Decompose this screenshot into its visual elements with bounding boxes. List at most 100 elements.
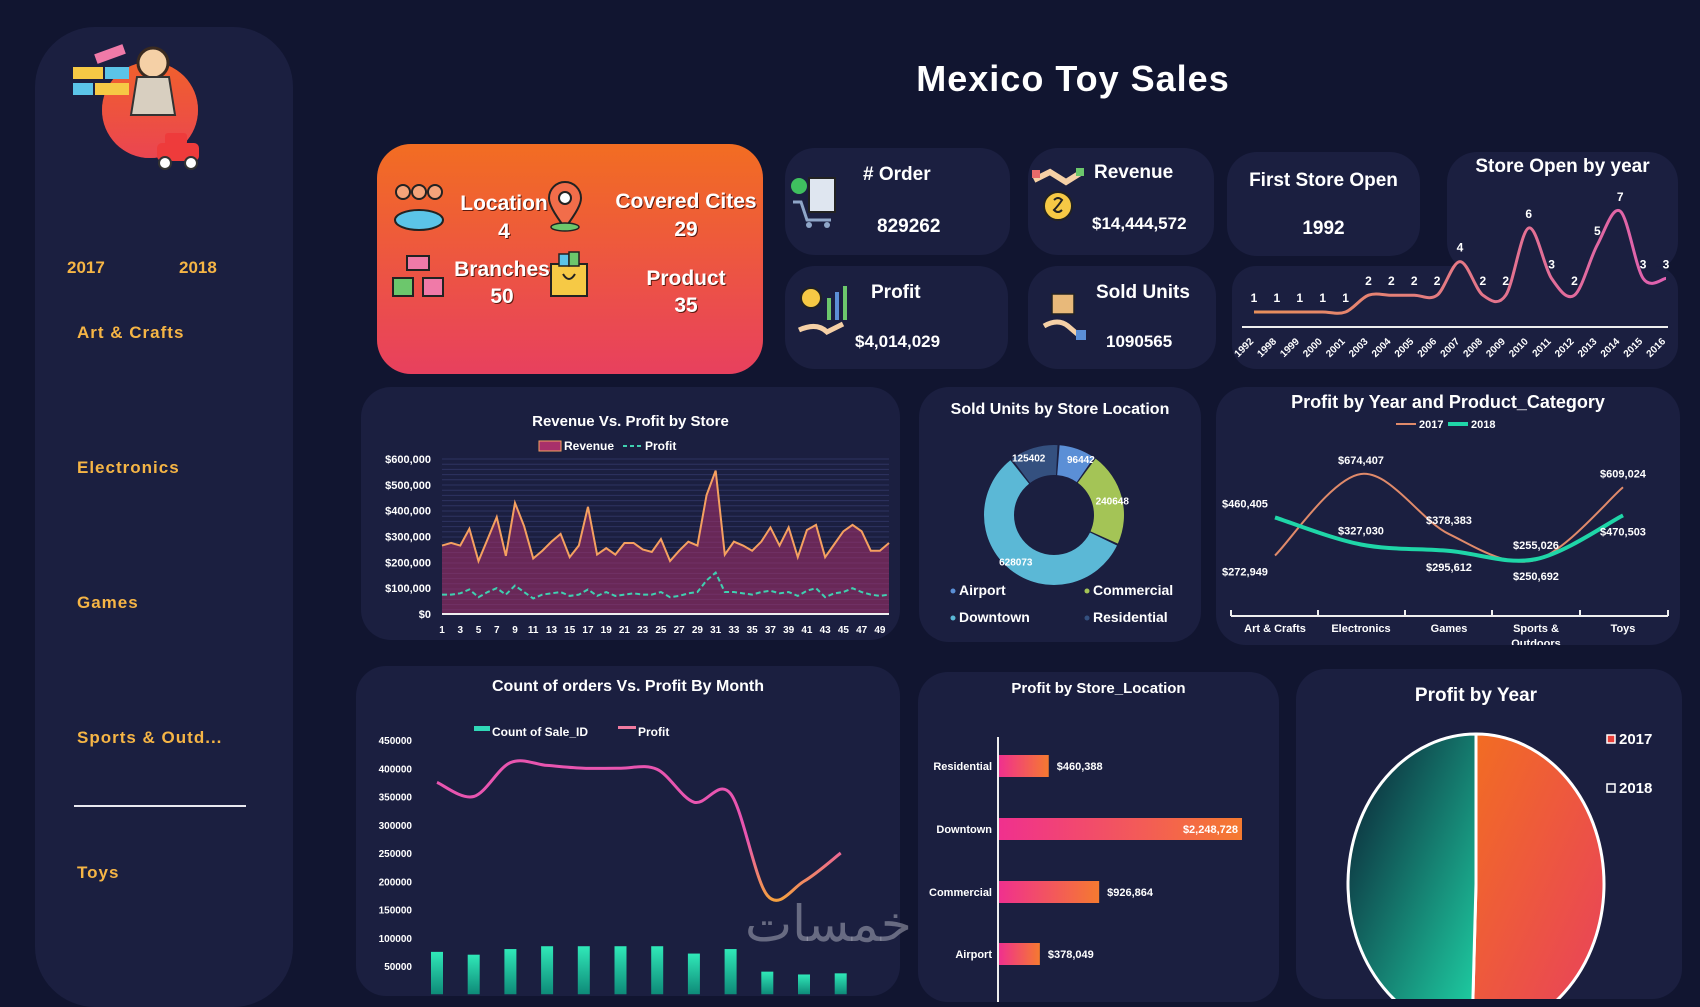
bar-month-7 — [651, 946, 664, 995]
revenue-label: Revenue — [1094, 162, 1174, 183]
y-tick-label: 400000 — [379, 764, 413, 775]
store-open-chart: 1 1992 1 1998 1 1999 1 2000 1 2001 2 2003 2 2004 2 2005… — [1233, 190, 1670, 360]
profit-year-title: Profit by Year — [1414, 685, 1538, 706]
branches-label: Branches — [454, 258, 550, 281]
y-tick-label: 100000 — [379, 934, 413, 945]
orders-profit-chart: 50000 100000 150000 200000 250000 300000 35000… — [379, 725, 847, 995]
y-tick-label: $400,000 — [385, 506, 431, 518]
x-tick-label: 2004 — [1370, 336, 1394, 360]
toy-logo — [73, 44, 199, 170]
category-filter-sports[interactable]: Sports & Outd... — [77, 728, 223, 747]
x-tick-label: Sports & — [1513, 623, 1559, 635]
legend-label-downtown: Downtown — [959, 609, 1030, 625]
location-label: Location — [460, 192, 548, 215]
category-filter-art-crafts[interactable]: Art & Crafts — [77, 323, 185, 342]
summary-card: Location 4 Covered Cites 29 Branches 50 … — [377, 144, 763, 374]
legend-label-2018: 2018 — [1619, 780, 1652, 797]
x-tick-label: 1998 — [1255, 336, 1279, 360]
x-tick-label: 2008 — [1461, 336, 1485, 360]
sold-units-location-title: Sold Units by Store Location — [950, 401, 1170, 418]
data-label: 96442 — [1067, 455, 1095, 466]
bar-month-10 — [761, 971, 774, 995]
x-tick-label: 41 — [801, 625, 813, 636]
y-tick-label: Airport — [955, 949, 992, 961]
data-label: 125402 — [1012, 453, 1046, 464]
data-label: 7 — [1617, 190, 1624, 204]
bar-month-6 — [614, 946, 627, 995]
x-tick-label: 3 — [457, 625, 463, 636]
cart-checklist-icon — [791, 177, 836, 228]
category-filter-games[interactable]: Games — [77, 593, 139, 612]
profit-label: Profit — [871, 282, 921, 303]
x-tick-label: 2010 — [1507, 336, 1531, 360]
bar-month-2 — [467, 954, 480, 995]
y-tick-label: $500,000 — [385, 480, 431, 492]
pie-slice-2017 — [1471, 732, 1606, 999]
data-label: 6 — [1525, 207, 1532, 221]
x-tick-label: 49 — [874, 625, 886, 636]
legend-label-2017: 2017 — [1619, 731, 1652, 748]
revenue-line — [441, 470, 890, 565]
data-label: 3 — [1640, 257, 1647, 271]
x-tick-label: 1992 — [1233, 336, 1257, 360]
x-tick-label: 2012 — [1553, 336, 1577, 360]
divider — [74, 805, 246, 807]
legend-label-airport: Airport — [959, 582, 1006, 598]
sold-units-value: 1090565 — [1106, 332, 1173, 351]
x-tick-label: 2003 — [1347, 336, 1371, 360]
bar-month-8 — [687, 953, 700, 995]
profit-value: $4,014,029 — [855, 332, 941, 351]
y-tick-label: $600,000 — [385, 454, 431, 466]
data-label: 1 — [1251, 291, 1258, 305]
y-tick-label: 250000 — [379, 849, 413, 860]
data-label: 1 — [1319, 291, 1326, 305]
product-label: Product — [646, 267, 726, 290]
x-tick-label: 29 — [692, 625, 704, 636]
donut-slice-residential — [1012, 445, 1058, 483]
category-filter-toys[interactable]: Toys — [77, 863, 120, 882]
legend-swatch-2017 — [1606, 734, 1616, 744]
x-tick-label: 37 — [765, 625, 777, 636]
year-filter-2017[interactable]: 2017 — [67, 258, 105, 277]
data-label: 240648 — [1096, 497, 1130, 508]
x-tick-label: 2007 — [1439, 336, 1463, 360]
y-tick-label: 350000 — [379, 793, 413, 804]
legend-profit-label: Profit — [638, 725, 669, 739]
x-tick-label: 2014 — [1599, 336, 1623, 360]
legend-swatch — [950, 588, 956, 594]
bar-residential — [999, 755, 1049, 777]
x-tick-label: Electronics — [1331, 623, 1390, 635]
branches-value: 50 — [490, 285, 514, 308]
x-tick-label: 9 — [512, 625, 518, 636]
x-tick-label: 39 — [783, 625, 795, 636]
category-filter-electronics[interactable]: Electronics — [77, 458, 180, 477]
x-tick-label: 2006 — [1416, 336, 1440, 360]
x-tick-label: 2011 — [1531, 336, 1554, 359]
x-tick-label: 35 — [747, 625, 759, 636]
first-store-value: 1992 — [1302, 218, 1345, 239]
x-tick-label: Outdoors — [1511, 638, 1561, 645]
covered-cities-label: Covered Cites — [615, 190, 757, 213]
x-tick-label: 19 — [601, 625, 613, 636]
x-tick-label: Games — [1431, 623, 1468, 635]
y-tick-label: 150000 — [379, 906, 413, 917]
donut-slice-airport — [1057, 445, 1094, 483]
x-tick-label: 25 — [655, 625, 667, 636]
profit-category-title: Profit by Year and Product_Category — [1291, 392, 1605, 412]
data-label: 2 — [1502, 274, 1509, 288]
profit-line — [436, 759, 842, 902]
profit-location-chart: Residential $460,388 Downtown $2,248,728 Com… — [929, 737, 1242, 1002]
data-label: 3 — [1663, 257, 1670, 271]
data-label: $272,949 — [1222, 566, 1268, 578]
year-filter-2018[interactable]: 2018 — [179, 258, 217, 277]
y-tick-label: 300000 — [379, 821, 413, 832]
x-tick-label: 17 — [582, 625, 594, 636]
bar-airport — [999, 943, 1040, 965]
data-label: 4 — [1457, 241, 1464, 255]
sidebar: 2017 2018 Art & Crafts Electronics Games… — [35, 27, 293, 1007]
x-tick-label: 13 — [546, 625, 558, 636]
revenue-profit-title: Revenue Vs. Profit by Store — [532, 413, 729, 430]
orders-label: # Order — [863, 164, 931, 185]
revenue-profit-panel: Revenue Vs. Profit by Store $0 $100,000 $2… — [361, 387, 900, 640]
x-tick-label: 31 — [710, 625, 722, 636]
